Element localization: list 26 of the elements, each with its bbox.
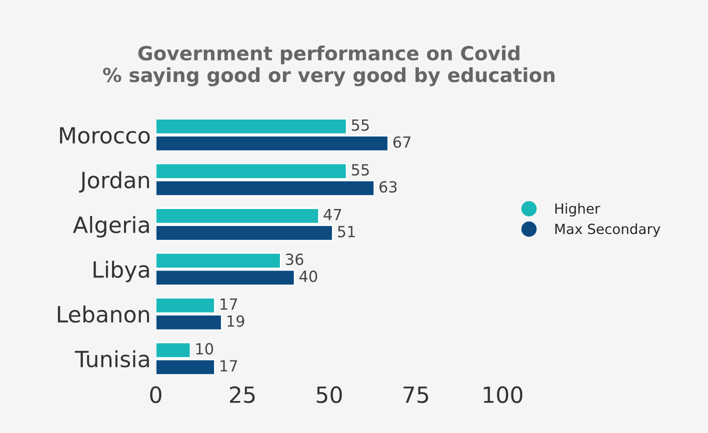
- y-tick-label: Jordan: [79, 171, 150, 193]
- y-tick-label: Tunisia: [74, 350, 149, 368]
- data-label: 17: [220, 360, 238, 372]
- y-tick-label: Lebanon: [58, 305, 150, 323]
- legend-label: Max Secondary: [555, 223, 660, 237]
- data-label: 17: [220, 298, 238, 310]
- x-tick-label: 100: [484, 386, 522, 404]
- x-tick-label: 50: [316, 386, 342, 404]
- legend-label: Higher: [555, 203, 600, 216]
- data-label: 40: [299, 270, 318, 282]
- y-tick-label: Morocco: [60, 127, 150, 144]
- y-tick-label: Libya: [94, 260, 149, 282]
- data-label: 55: [352, 164, 369, 176]
- data-label: 51: [338, 226, 355, 238]
- data-label: 19: [228, 315, 244, 327]
- y-tick-label: Algeria: [72, 216, 149, 238]
- data-label: 47: [324, 209, 342, 220]
- chart-title: Government performance on Covid % saying good or very good by education: [103, 45, 554, 86]
- data-label: 36: [286, 254, 304, 266]
- data-label: 63: [380, 181, 397, 193]
- x-tick-label: 25: [230, 386, 255, 404]
- data-label: 67: [393, 136, 410, 148]
- x-tick-label: 75: [404, 386, 428, 404]
- x-tick-label: 0: [150, 386, 162, 404]
- data-label: 10: [196, 343, 214, 355]
- data-label: 55: [352, 120, 369, 131]
